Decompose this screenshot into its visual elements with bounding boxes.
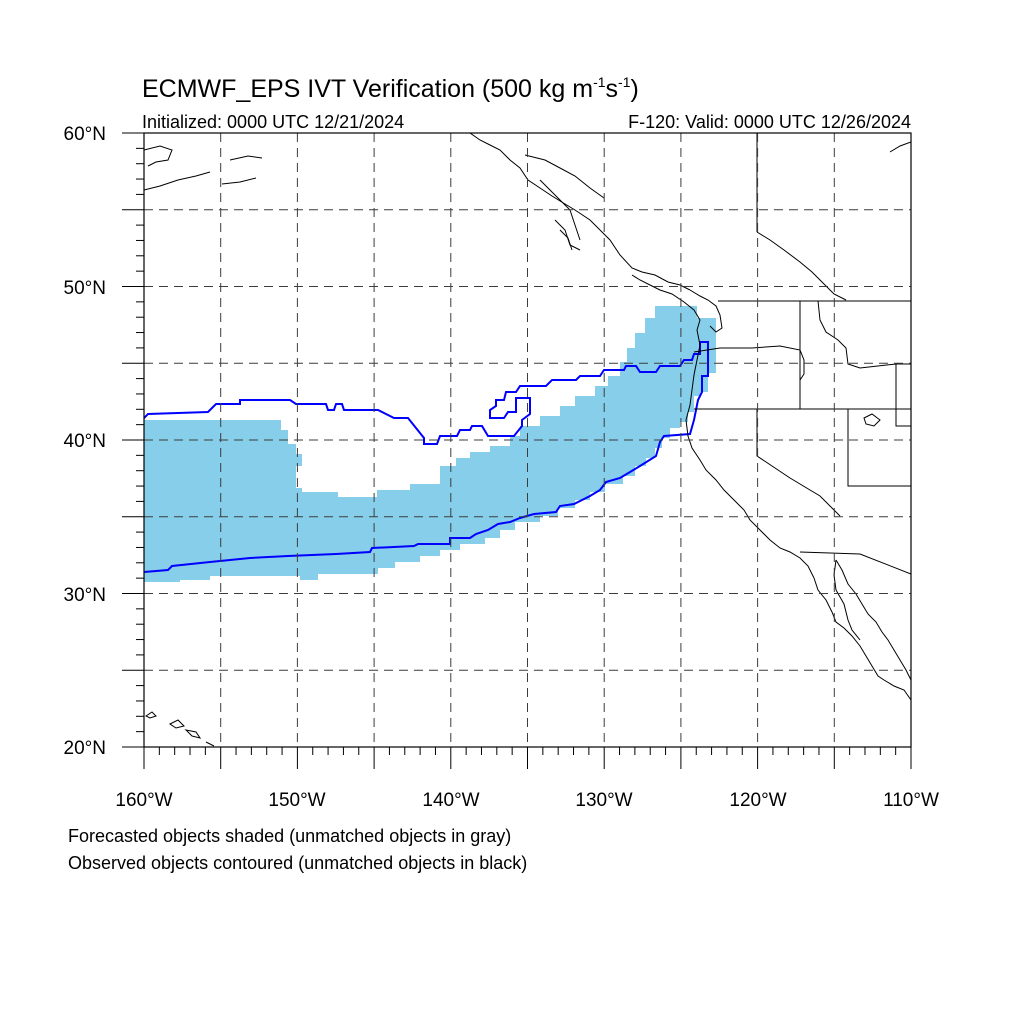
longitude-labels: 160°W 150°W 140°W 130°W 120°W 110°W bbox=[115, 790, 939, 811]
forecast-object-shading bbox=[144, 306, 716, 582]
political-boundaries bbox=[693, 133, 911, 575]
latitude-labels: 60°N 50°N 40°N 30°N 20°N bbox=[64, 124, 106, 759]
lon-label-140w: 140°W bbox=[422, 790, 479, 811]
axis-ticks bbox=[122, 132, 912, 769]
lon-label-110w: 110°W bbox=[883, 790, 939, 811]
lat-label-60n: 60°N bbox=[64, 124, 106, 145]
graticule bbox=[144, 133, 911, 747]
observed-object-contour bbox=[144, 341, 709, 573]
lon-label-150w: 150°W bbox=[268, 790, 325, 811]
observed-legend-note: Observed objects contoured (unmatched ob… bbox=[68, 853, 528, 873]
forecast-legend-note: Forecasted objects shaded (unmatched obj… bbox=[68, 826, 512, 846]
lon-label-160w: 160°W bbox=[115, 790, 172, 811]
lat-label-30n: 30°N bbox=[64, 585, 106, 606]
lon-label-120w: 120°W bbox=[729, 790, 786, 811]
initialized-time: Initialized: 0000 UTC 12/21/2024 bbox=[142, 112, 404, 132]
lon-label-130w: 130°W bbox=[575, 790, 632, 811]
lat-label-20n: 20°N bbox=[64, 738, 106, 759]
valid-time: F-120: Valid: 0000 UTC 12/26/2024 bbox=[628, 112, 911, 132]
map-title: ECMWF_EPS IVT Verification (500 kg m-1s-… bbox=[142, 74, 639, 103]
lat-label-40n: 40°N bbox=[64, 431, 106, 452]
lat-label-50n: 50°N bbox=[64, 278, 106, 299]
